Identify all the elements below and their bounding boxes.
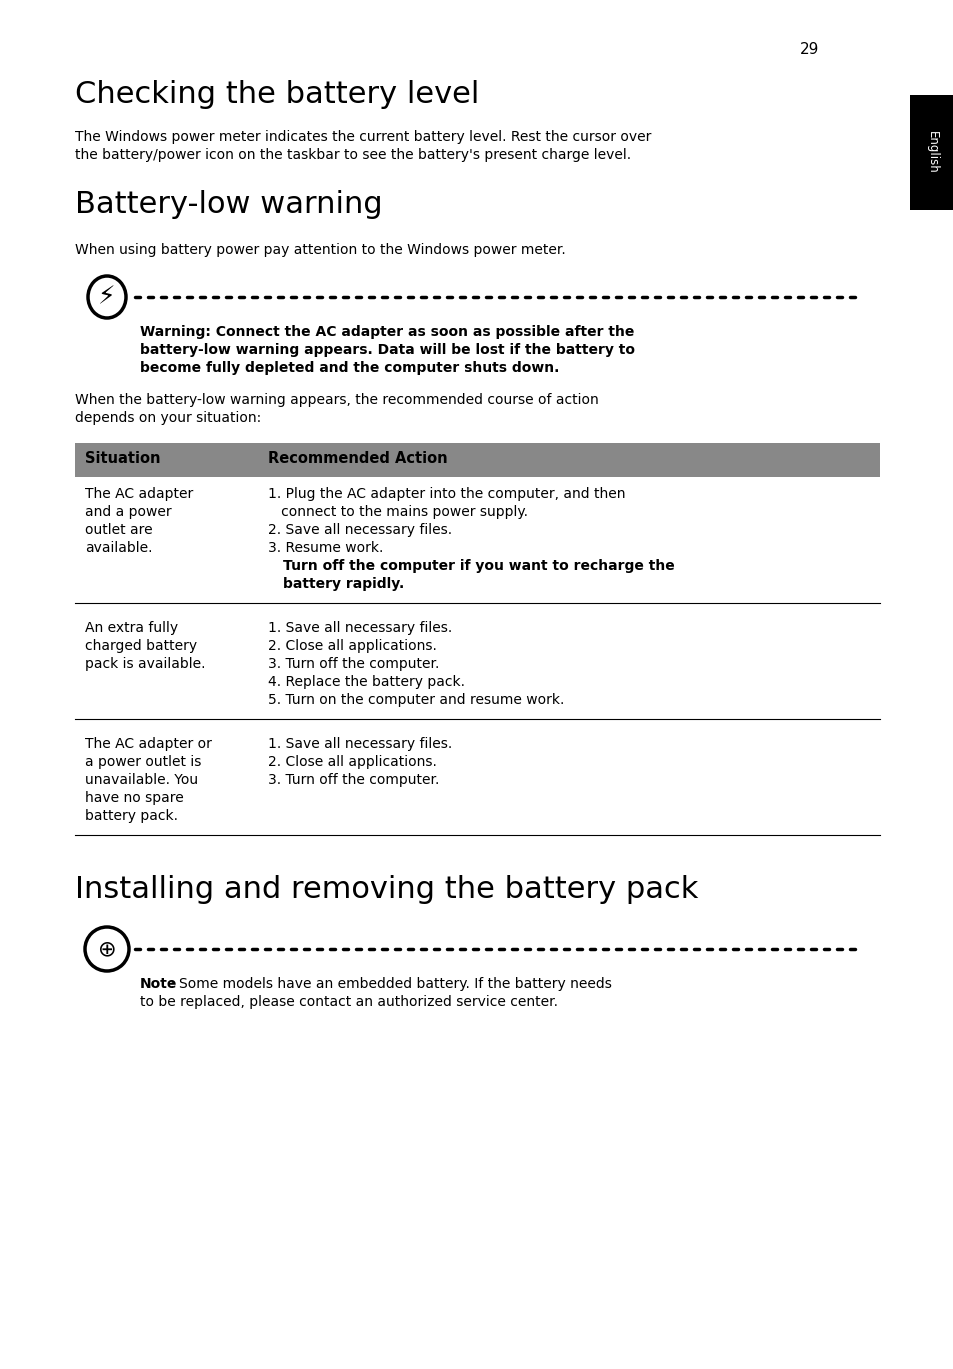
Text: The AC adapter: The AC adapter [85, 487, 193, 501]
Text: Situation: Situation [85, 450, 160, 465]
Text: ⚡: ⚡ [98, 285, 115, 309]
Text: depends on your situation:: depends on your situation: [75, 411, 261, 424]
Text: An extra fully: An extra fully [85, 622, 178, 635]
Text: connect to the mains power supply.: connect to the mains power supply. [268, 505, 527, 519]
Text: available.: available. [85, 541, 152, 554]
Text: 5. Turn on the computer and resume work.: 5. Turn on the computer and resume work. [268, 693, 564, 706]
Text: unavailable. You: unavailable. You [85, 773, 198, 787]
Text: outlet are: outlet are [85, 523, 152, 537]
Text: Turn off the computer if you want to recharge the: Turn off the computer if you want to rec… [283, 559, 674, 574]
Text: English: English [924, 131, 938, 174]
Text: battery pack.: battery pack. [85, 809, 178, 823]
Text: 3. Turn off the computer.: 3. Turn off the computer. [268, 773, 439, 787]
Bar [909, 94, 953, 209]
Text: Installing and removing the battery pack: Installing and removing the battery pack [75, 875, 698, 904]
Text: Recommended Action: Recommended Action [268, 450, 447, 465]
Text: to be replaced, please contact an authorized service center.: to be replaced, please contact an author… [140, 995, 558, 1009]
Text: 2. Close all applications.: 2. Close all applications. [268, 754, 436, 769]
Text: 3. Turn off the computer.: 3. Turn off the computer. [268, 657, 439, 671]
Text: 2. Close all applications.: 2. Close all applications. [268, 639, 436, 653]
Text: Warning: Connect the AC adapter as soon as possible after the: Warning: Connect the AC adapter as soon … [140, 324, 634, 340]
Text: The Windows power meter indicates the current battery level. Rest the cursor ove: The Windows power meter indicates the cu… [75, 130, 651, 144]
Text: a power outlet is: a power outlet is [85, 754, 201, 769]
Text: : Some models have an embedded battery. If the battery needs: : Some models have an embedded battery. … [170, 977, 611, 991]
Text: become fully depleted and the computer shuts down.: become fully depleted and the computer s… [140, 361, 558, 375]
Text: battery-low warning appears. Data will be lost if the battery to: battery-low warning appears. Data will b… [140, 344, 635, 357]
Text: 2. Save all necessary files.: 2. Save all necessary files. [268, 523, 452, 537]
Text: Battery-low warning: Battery-low warning [75, 190, 382, 219]
Text: 1. Plug the AC adapter into the computer, and then: 1. Plug the AC adapter into the computer… [268, 487, 625, 501]
Text: and a power: and a power [85, 505, 172, 519]
Text: When using battery power pay attention to the Windows power meter.: When using battery power pay attention t… [75, 244, 565, 257]
Text: 1. Save all necessary files.: 1. Save all necessary files. [268, 737, 452, 752]
Text: battery rapidly.: battery rapidly. [283, 576, 404, 591]
Text: When the battery-low warning appears, the recommended course of action: When the battery-low warning appears, th… [75, 393, 598, 407]
Text: Note: Note [140, 977, 177, 991]
Text: 4. Replace the battery pack.: 4. Replace the battery pack. [268, 675, 464, 689]
Text: the battery/power icon on the taskbar to see the battery's present charge level.: the battery/power icon on the taskbar to… [75, 148, 631, 162]
Text: 3. Resume work.: 3. Resume work. [268, 541, 383, 554]
Text: charged battery: charged battery [85, 639, 197, 653]
Text: Checking the battery level: Checking the battery level [75, 79, 478, 110]
Bar [75, 444, 879, 476]
Text: 1. Save all necessary files.: 1. Save all necessary files. [268, 622, 452, 635]
Text: ⊕: ⊕ [97, 939, 116, 960]
Text: have no spare: have no spare [85, 791, 184, 805]
Text: The AC adapter or: The AC adapter or [85, 737, 212, 752]
Text: 29: 29 [800, 42, 819, 57]
Text: pack is available.: pack is available. [85, 657, 205, 671]
